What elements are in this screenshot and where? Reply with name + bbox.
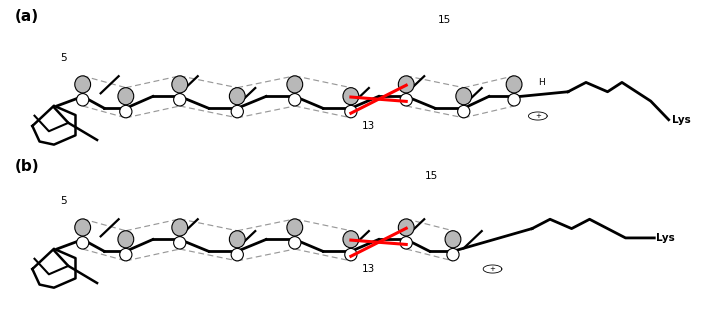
Ellipse shape (232, 248, 243, 261)
Text: +: + (535, 113, 541, 119)
Text: (b): (b) (14, 159, 39, 174)
Ellipse shape (119, 105, 132, 118)
Ellipse shape (445, 231, 461, 248)
Text: (a): (a) (14, 9, 39, 24)
Ellipse shape (287, 76, 303, 93)
Ellipse shape (345, 105, 357, 118)
Ellipse shape (174, 237, 186, 249)
Ellipse shape (229, 88, 245, 105)
Ellipse shape (76, 237, 89, 249)
Ellipse shape (400, 94, 412, 106)
Ellipse shape (287, 219, 303, 236)
Text: 15: 15 (425, 171, 438, 181)
Ellipse shape (172, 219, 188, 236)
Ellipse shape (174, 94, 186, 106)
Ellipse shape (75, 76, 91, 93)
Ellipse shape (172, 76, 188, 93)
Ellipse shape (456, 88, 472, 105)
Ellipse shape (119, 248, 132, 261)
Ellipse shape (118, 231, 134, 248)
Ellipse shape (76, 94, 89, 106)
Text: 5: 5 (60, 53, 67, 63)
Ellipse shape (506, 76, 522, 93)
Text: +: + (490, 266, 495, 272)
Ellipse shape (457, 105, 470, 118)
Ellipse shape (343, 88, 359, 105)
Ellipse shape (400, 237, 412, 249)
Text: Lys: Lys (672, 115, 691, 125)
Ellipse shape (118, 88, 134, 105)
Text: 5: 5 (60, 196, 67, 206)
Ellipse shape (288, 237, 301, 249)
Ellipse shape (508, 94, 520, 106)
Ellipse shape (398, 219, 414, 236)
Ellipse shape (232, 105, 243, 118)
Text: 13: 13 (362, 121, 375, 131)
Ellipse shape (345, 248, 357, 261)
Text: 15: 15 (438, 15, 451, 25)
Text: Lys: Lys (656, 233, 675, 243)
Ellipse shape (343, 231, 359, 248)
Text: H: H (538, 78, 544, 87)
Text: 13: 13 (362, 264, 375, 274)
Ellipse shape (447, 248, 459, 261)
Ellipse shape (75, 219, 91, 236)
Ellipse shape (288, 94, 301, 106)
Ellipse shape (398, 76, 414, 93)
Ellipse shape (229, 231, 245, 248)
